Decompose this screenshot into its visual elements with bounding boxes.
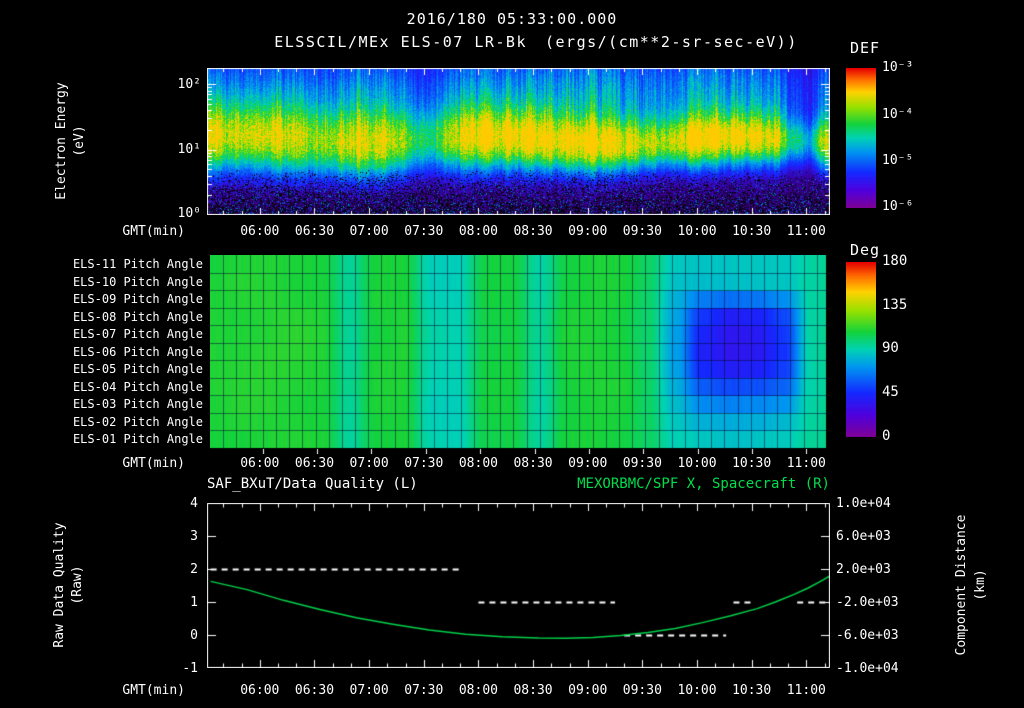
x-tick-label: 09:00: [568, 456, 608, 471]
x-tick-label: 06:30: [294, 224, 335, 239]
lineplot-left-tick-label: 1: [190, 595, 198, 610]
x-tick-label: 09:00: [568, 224, 608, 239]
gmt-label-3: GMT(min): [122, 683, 185, 698]
x-tick-label: 10:00: [677, 456, 717, 471]
x-tick-label: 08:00: [458, 456, 498, 471]
deg-colorbar-tick-label: 90: [882, 340, 899, 356]
lineplot-left-tick-label: 2: [190, 562, 198, 577]
x-tick-label: 08:30: [513, 683, 553, 698]
x-tick-label: 08:30: [513, 224, 553, 239]
x-tick-label: 06:30: [294, 456, 335, 471]
deg-colorbar-tick-label: 0: [882, 428, 891, 444]
deg-colorbar-tick-label: 180: [882, 253, 908, 269]
x-tick-label: 09:30: [622, 683, 662, 698]
x-tick-label: 11:00: [786, 683, 826, 698]
spec-y-tick-label: 10¹: [177, 142, 201, 157]
def-colorbar-tick-label: 10⁻⁵: [882, 153, 914, 168]
spectrogram-ylabel-units: (eV): [72, 125, 87, 157]
lineplot-right-tick-label: -2.0e+03: [836, 595, 899, 610]
lineplot-right-tick-label: -1.0e+04: [836, 661, 899, 676]
plot-title-row: ELSSCIL/MEx ELS-07 LR-Bk (ergs/(cm**2-sr-…: [0, 35, 1024, 50]
x-tick-label: 10:00: [677, 224, 717, 239]
pitch-angle-canvas: [210, 255, 830, 454]
x-tick-label: 06:00: [240, 456, 280, 471]
x-tick-label: 06:00: [240, 224, 280, 239]
pitch-row-label: ELS-04 Pitch Angle: [72, 379, 203, 394]
deg-colorbar-tick-label: 45: [882, 384, 899, 400]
x-tick-label: 08:00: [458, 683, 498, 698]
x-tick-label: 07:30: [404, 456, 444, 471]
spec-y-tick-label: 10⁰: [177, 206, 201, 221]
lineplot-left-tick-label: 0: [190, 628, 198, 643]
lineplot-right-tick-label: 6.0e+03: [836, 529, 891, 544]
pitch-row-label: ELS-05 Pitch Angle: [72, 362, 203, 377]
lineplot-right-title: MEXORBMC/SPF X, Spacecraft (R): [577, 476, 830, 492]
x-tick-label: 10:00: [677, 683, 717, 698]
lineplot-right-ylabel-units: (km): [973, 569, 988, 601]
x-tick-label: 10:30: [732, 224, 772, 239]
def-colorbar-tick-label: 10⁻⁶: [882, 199, 914, 214]
pitch-row-label: ELS-03 Pitch Angle: [72, 397, 203, 412]
pitch-row-label: ELS-07 Pitch Angle: [72, 327, 203, 342]
plot-units: (ergs/(cm**2-sr-sec-eV)): [545, 33, 798, 51]
x-tick-label: 06:30: [294, 683, 335, 698]
lineplot-left-ylabel: Raw Data Quality: [52, 522, 67, 648]
lineplot-canvas: [207, 503, 830, 668]
deg-colorbar-tick-label: 135: [882, 297, 908, 313]
x-tick-label: 07:30: [404, 683, 444, 698]
def-colorbar-tick-label: 10⁻³: [882, 60, 914, 75]
lineplot-left-tick-label: 4: [190, 496, 198, 511]
x-tick-label: 07:00: [349, 456, 389, 471]
x-tick-label: 11:00: [786, 224, 826, 239]
timestamp: 2016/180 05:33:00.000: [406, 10, 618, 28]
x-tick-label: 08:00: [458, 224, 498, 239]
deg-colorbar-title: Deg: [850, 241, 881, 259]
x-tick-label: 09:30: [622, 224, 662, 239]
def-colorbar-title: DEF: [850, 39, 881, 57]
gmt-label-2: GMT(min): [122, 456, 185, 471]
x-tick-label: 10:30: [732, 683, 772, 698]
plot-title: ELSSCIL/MEx ELS-07 LR-Bk: [274, 33, 527, 51]
pitch-row-label: ELS-02 Pitch Angle: [72, 414, 203, 429]
x-tick-label: 08:30: [513, 456, 553, 471]
lineplot-right-tick-label: 1.0e+04: [836, 496, 891, 511]
x-tick-label: 07:30: [404, 224, 444, 239]
pitch-row-label: ELS-11 Pitch Angle: [72, 257, 203, 271]
pitch-row-label: ELS-10 Pitch Angle: [72, 274, 203, 289]
lineplot-right-ylabel: Component Distance: [954, 514, 969, 656]
lineplot-left-tick-label: 3: [190, 529, 198, 544]
lineplot-left-ylabel-units: (Raw): [70, 565, 85, 605]
lineplot-left-tick-label: -1: [182, 661, 198, 676]
electron-spectrogram-canvas: [207, 68, 830, 215]
x-tick-label: 07:00: [349, 683, 389, 698]
x-tick-label: 06:00: [240, 683, 280, 698]
x-tick-label: 09:00: [568, 683, 608, 698]
lineplot-right-tick-label: 2.0e+03: [836, 562, 891, 577]
x-tick-label: 11:00: [786, 456, 826, 471]
x-tick-label: 07:00: [349, 224, 389, 239]
deg-colorbar: [846, 262, 876, 437]
lineplot-left-title: SAF_BXuT/Data Quality (L): [207, 476, 418, 492]
x-tick-label: 09:30: [622, 456, 662, 471]
x-tick-label: 10:30: [732, 456, 772, 471]
pitch-row-label: ELS-01 Pitch Angle: [72, 432, 203, 447]
def-colorbar: [846, 68, 876, 208]
gmt-label-1: GMT(min): [122, 224, 185, 239]
spec-y-tick-label: 10²: [177, 77, 201, 92]
pitch-row-label: ELS-09 Pitch Angle: [72, 292, 203, 307]
spectrogram-ylabel: Electron Energy: [54, 82, 69, 200]
lineplot-right-tick-label: -6.0e+03: [836, 628, 899, 643]
pitch-row-label: ELS-08 Pitch Angle: [72, 309, 203, 324]
pitch-row-label: ELS-06 Pitch Angle: [72, 344, 203, 359]
def-colorbar-tick-label: 10⁻⁴: [882, 107, 914, 122]
